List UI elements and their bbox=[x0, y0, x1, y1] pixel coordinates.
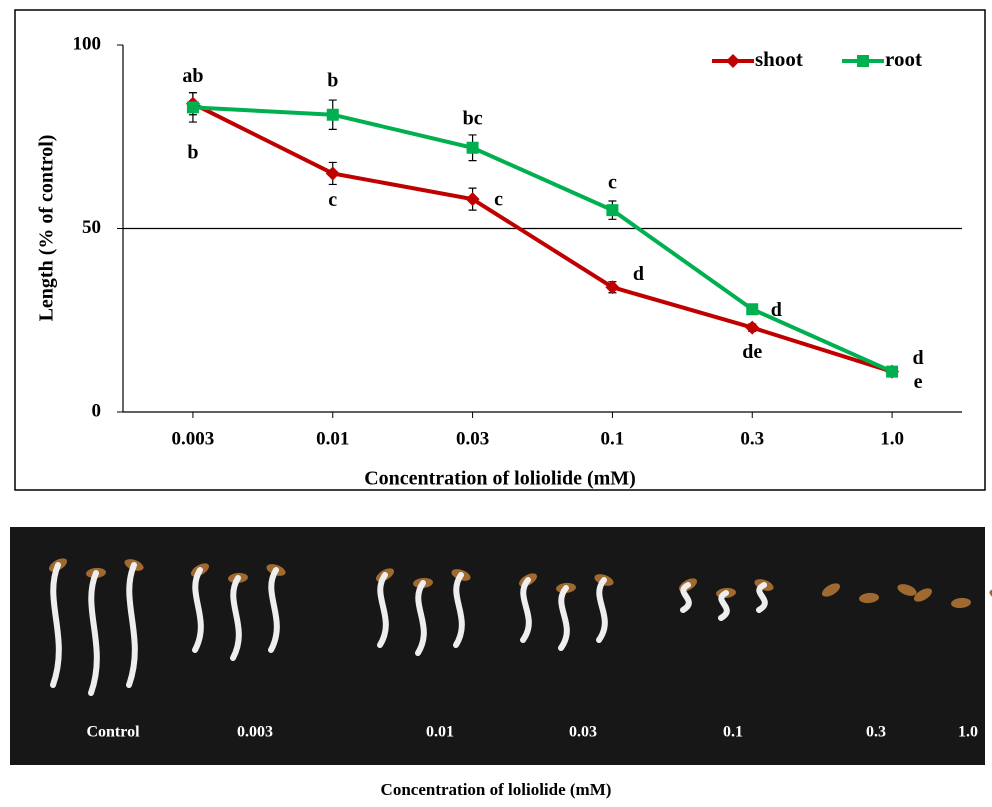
significance-letter: d bbox=[771, 299, 782, 321]
x-tick-label: 0.003 bbox=[172, 428, 215, 449]
page: Concentration of loliolide (mM) Length (… bbox=[0, 0, 992, 807]
significance-letter: ab bbox=[182, 65, 203, 87]
photo-label: 0.3 bbox=[866, 724, 886, 741]
x-tick-label: 0.1 bbox=[601, 428, 625, 449]
marker bbox=[746, 303, 758, 315]
significance-letter: c bbox=[494, 189, 503, 211]
y-tick-label: 0 bbox=[92, 400, 102, 421]
significance-letter: b bbox=[327, 69, 338, 91]
figure: Concentration of loliolide (mM) Length (… bbox=[0, 0, 992, 807]
marker bbox=[606, 204, 618, 216]
chart-frame bbox=[15, 10, 985, 490]
significance-letter: c bbox=[328, 189, 337, 211]
y-tick-label: 50 bbox=[82, 217, 101, 238]
significance-letter: bc bbox=[463, 107, 483, 129]
significance-letter: c bbox=[608, 172, 617, 194]
x-tick-label: 0.03 bbox=[456, 428, 489, 449]
y-tick-label: 100 bbox=[73, 33, 102, 54]
photo-label: 0.003 bbox=[237, 724, 273, 741]
significance-letter: de bbox=[742, 341, 762, 363]
significance-letter: b bbox=[187, 141, 198, 163]
photo-label: Control bbox=[86, 724, 140, 741]
x-tick-label: 1.0 bbox=[880, 428, 904, 449]
significance-letter: d bbox=[913, 347, 924, 369]
significance-letter: d bbox=[633, 263, 644, 285]
photo-label: 0.03 bbox=[569, 724, 597, 741]
x-axis-label: Concentration of loliolide (mM) bbox=[364, 468, 636, 490]
photo-caption: Concentration of loliolide (mM) bbox=[381, 780, 612, 799]
photo bbox=[10, 527, 985, 765]
photo-label: 1.0 bbox=[958, 724, 978, 741]
marker bbox=[886, 366, 898, 378]
x-tick-label: 0.01 bbox=[316, 428, 349, 449]
seed bbox=[988, 587, 992, 603]
photo-label: 0.1 bbox=[723, 724, 743, 741]
legend-label: shoot bbox=[755, 47, 803, 71]
marker bbox=[327, 109, 339, 121]
marker bbox=[857, 55, 869, 67]
photo-label: 0.01 bbox=[426, 724, 454, 741]
marker bbox=[187, 101, 199, 113]
x-tick-label: 0.3 bbox=[740, 428, 764, 449]
significance-letter: e bbox=[914, 371, 923, 393]
marker bbox=[467, 142, 479, 154]
y-axis-label: Length (% of control) bbox=[36, 135, 58, 322]
legend-label: root bbox=[885, 47, 922, 71]
